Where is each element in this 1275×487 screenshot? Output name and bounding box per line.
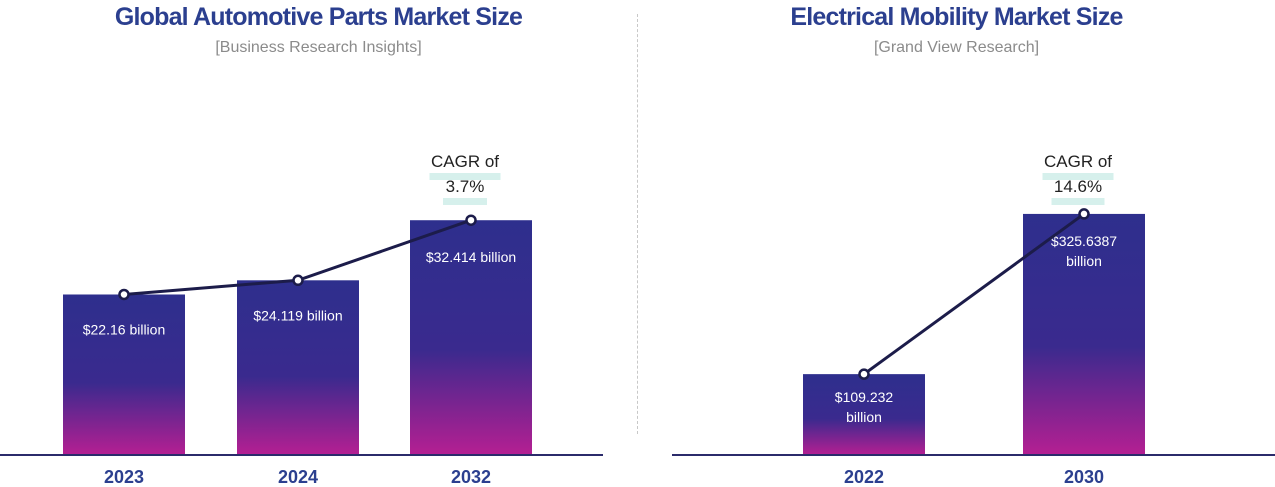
data-label: $109.232 billion xyxy=(835,389,894,425)
data-label: $325.6387 billion xyxy=(1051,233,1117,269)
data-label: $32.414 billion xyxy=(426,249,516,265)
trend-point xyxy=(858,368,870,380)
x-tick-label: 2030 xyxy=(1064,467,1104,487)
x-tick-label: 2024 xyxy=(278,467,318,487)
chart-panel-right: Electrical Mobility Market Size [Grand V… xyxy=(638,0,1275,487)
x-tick-label: 2022 xyxy=(844,467,884,487)
chart-panel-left: Global Automotive Parts Market Size [Bus… xyxy=(0,0,637,487)
chart-subtitle: [Business Research Insights] xyxy=(215,39,422,56)
bar-chart: $109.232 billion 2022 $325.6387 billion 2030 C… xyxy=(672,152,1275,487)
trend-point xyxy=(292,274,304,287)
bar-chart: $22.16 billion 2023 $24.119 billion 2024 $32… xyxy=(0,152,603,487)
annotation-highlight xyxy=(1051,198,1105,205)
annotation-highlight xyxy=(1042,173,1114,180)
trend-line xyxy=(863,212,1085,376)
cagr-annotation: 3.7% xyxy=(446,177,485,196)
cagr-annotation: 14.6% xyxy=(1054,177,1102,196)
bar xyxy=(237,280,359,455)
bar xyxy=(63,294,185,455)
chart-title: Global Automotive Parts Market Size xyxy=(114,3,523,31)
x-tick-label: 2032 xyxy=(451,467,491,487)
chart-subtitle: [Grand View Research] xyxy=(873,39,1040,56)
trend-point xyxy=(118,288,130,301)
trend-point xyxy=(1078,208,1090,220)
annotation-highlight xyxy=(443,198,487,205)
trend-point xyxy=(465,214,477,226)
cagr-annotation: CAGR of xyxy=(1044,152,1112,171)
data-label: $22.16 billion xyxy=(83,321,166,337)
annotation-highlight xyxy=(429,173,501,180)
panel-divider xyxy=(637,14,638,434)
chart-title: Electrical Mobility Market Size xyxy=(790,3,1123,31)
bar xyxy=(410,220,532,455)
bar xyxy=(1023,213,1145,455)
x-tick-label: 2023 xyxy=(104,467,144,487)
bar xyxy=(803,374,925,455)
data-label: $24.119 billion xyxy=(253,307,342,323)
cagr-annotation: CAGR of xyxy=(431,152,499,171)
